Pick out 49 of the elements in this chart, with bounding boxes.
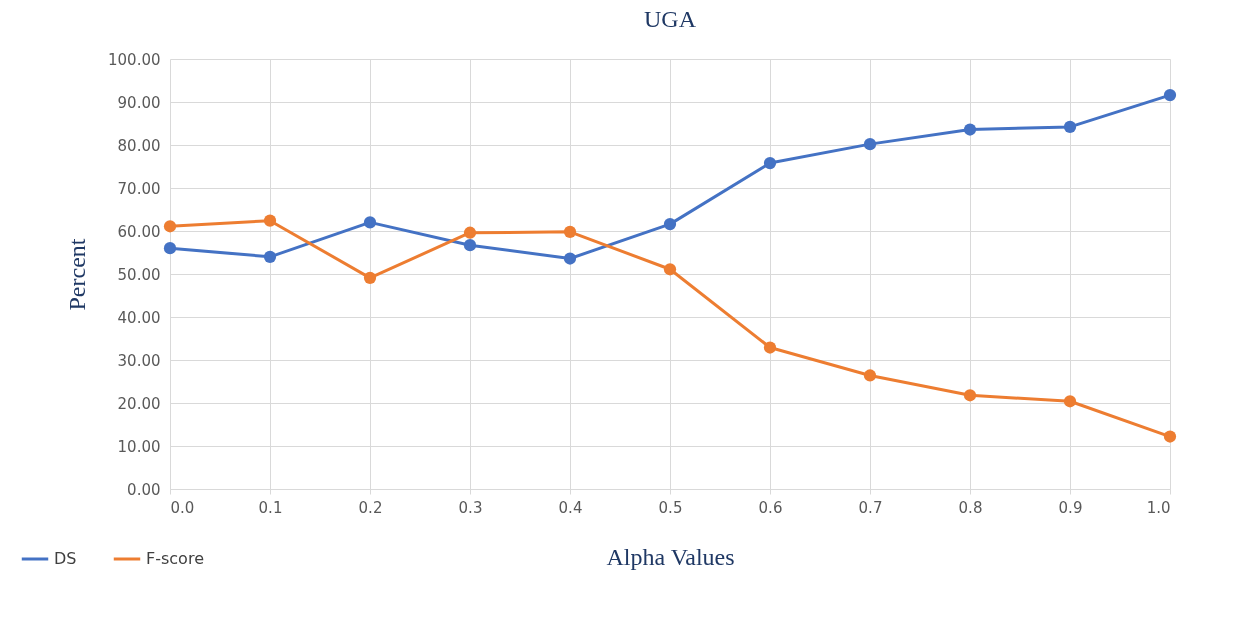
x-tick-label: 1.0	[1146, 498, 1171, 517]
y-tick-label: 40.00	[117, 308, 161, 327]
x-tick-label: 0.7	[858, 498, 883, 517]
point	[963, 123, 977, 136]
point	[363, 216, 377, 229]
point	[163, 220, 177, 233]
y-tick-label: 80.00	[117, 136, 161, 155]
x-tick-label: 0.8	[958, 498, 983, 517]
point	[763, 156, 777, 170]
point	[963, 389, 977, 402]
point	[663, 218, 677, 231]
point	[863, 369, 877, 382]
point	[563, 225, 577, 238]
point	[263, 214, 277, 227]
point	[763, 341, 777, 354]
point	[1063, 395, 1077, 408]
x-tick-label: 0.9	[1058, 498, 1083, 517]
x-tick-label: 0.3	[458, 498, 483, 517]
legend-label: DS	[54, 549, 77, 568]
point	[463, 226, 477, 239]
y-tick-label: 90.00	[117, 93, 161, 112]
point	[463, 239, 477, 252]
y-tick-label: 10.00	[117, 437, 161, 456]
point	[563, 252, 577, 265]
y-tick-label: 20.00	[117, 394, 161, 413]
x-tick-label: 0.5	[658, 498, 683, 517]
chart-title: UGA	[644, 6, 697, 32]
point	[263, 250, 277, 263]
y-tick-label: 60.00	[117, 222, 161, 241]
point	[1163, 89, 1177, 102]
y-tick-label: 100.00	[108, 50, 161, 69]
x-tick-label: 0.2	[358, 498, 383, 517]
point	[663, 263, 677, 276]
x-tick-label: 0.6	[758, 498, 783, 517]
y-tick-label: 0.00	[127, 480, 161, 499]
point	[1063, 120, 1077, 134]
y-axis-title: Percent	[64, 238, 91, 311]
point	[863, 138, 877, 151]
x-tick-label: 0.4	[558, 498, 583, 517]
x-tick-label: 0.0	[170, 498, 195, 517]
y-tick-label: 50.00	[117, 265, 161, 284]
y-tick-label: 70.00	[117, 179, 161, 198]
point	[163, 242, 177, 255]
legend-label: F-score	[146, 549, 204, 568]
point	[363, 271, 377, 284]
x-tick-label: 0.1	[258, 498, 283, 517]
point	[1163, 430, 1177, 443]
x-axis-title: Alpha Values	[606, 543, 735, 570]
y-tick-label: 30.00	[117, 351, 161, 370]
